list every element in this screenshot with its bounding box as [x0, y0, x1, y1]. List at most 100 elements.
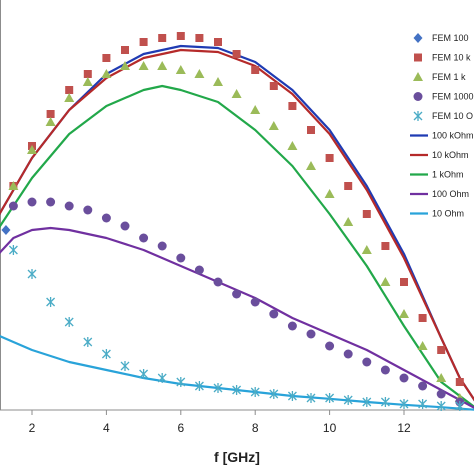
data-point-s3-16: [287, 321, 297, 331]
data-point-s3-7: [120, 221, 130, 231]
data-point-s4-8: [139, 369, 149, 379]
data-point-s3-18: [325, 341, 335, 351]
legend-marker-2: [413, 72, 423, 81]
data-point-s2-15: [268, 121, 279, 130]
legend-label-9: 10 Ohm: [432, 209, 464, 219]
data-point-s4-7: [120, 361, 130, 371]
data-point-s2-1: [8, 181, 19, 190]
data-point-s4-15: [269, 389, 279, 399]
data-point-s4-1: [8, 245, 18, 255]
data-point-s3-22: [399, 373, 409, 383]
series-line-7: [0, 84, 474, 409]
data-point-s3-6: [101, 213, 111, 223]
legend-label-5: 100 kOhm: [432, 131, 474, 141]
data-point-s3-4: [64, 201, 74, 211]
data-point-s3-1: [8, 201, 18, 211]
data-point-s4-23: [418, 399, 428, 409]
data-point-s4-14: [250, 387, 260, 397]
data-point-s4-11: [194, 381, 204, 391]
data-point-s1-6: [102, 54, 111, 62]
data-point-s2-23: [417, 341, 428, 350]
data-point-s3-23: [418, 381, 428, 391]
data-point-s2-3: [45, 117, 56, 126]
data-point-s2-13: [231, 89, 242, 98]
data-point-s1-7: [121, 46, 129, 54]
legend-label-0: FEM 100: [432, 33, 469, 43]
x-tick-label: 4: [103, 421, 110, 435]
data-point-s3-14: [250, 297, 260, 307]
data-point-s2-20: [361, 245, 372, 254]
plot-area: 2 4 6 8 10 12: [0, 0, 474, 435]
data-point-s4-10: [176, 377, 186, 387]
data-point-s4-22: [399, 399, 409, 409]
legend-marker-3: [413, 92, 423, 101]
data-point-s4-19: [343, 395, 353, 405]
data-point-s4-21: [380, 397, 390, 407]
legend-marker-4: [413, 111, 423, 121]
data-point-s4-5: [83, 337, 93, 347]
data-point-s3-20: [362, 357, 372, 367]
data-point-s1-19: [344, 182, 353, 190]
series-markers: [1, 32, 474, 412]
x-tick-label: 10: [323, 421, 337, 435]
data-point-s4-2: [27, 269, 37, 279]
data-point-s1-10: [176, 32, 185, 40]
data-point-s0-1: [1, 225, 11, 235]
legend-marker-0: [413, 33, 423, 43]
data-point-s1-21: [381, 242, 390, 250]
data-point-s4-18: [325, 393, 335, 403]
legend-label-8: 100 Ohm: [432, 189, 469, 199]
data-point-s4-12: [213, 383, 223, 393]
data-point-s4-25: [455, 401, 465, 411]
data-point-s2-16: [287, 141, 298, 150]
data-point-s3-12: [213, 277, 223, 287]
data-point-s2-7: [120, 61, 130, 70]
data-point-s2-8: [138, 61, 149, 70]
data-point-s1-22: [400, 278, 408, 286]
data-point-s1-4: [65, 86, 74, 94]
data-point-s2-18: [324, 189, 335, 198]
data-point-s1-24: [437, 346, 446, 354]
data-point-s1-23: [418, 314, 427, 322]
legend-label-2: FEM 1 k: [432, 72, 466, 82]
data-point-s2-21: [380, 277, 391, 286]
data-point-s2-5: [82, 77, 93, 86]
data-point-s4-17: [306, 393, 316, 403]
legend-label-7: 1 kOhm: [432, 170, 464, 180]
data-point-s4-20: [362, 397, 372, 407]
data-point-s3-5: [83, 205, 93, 215]
data-point-s1-17: [307, 126, 315, 134]
data-point-s2-9: [157, 61, 168, 70]
data-point-s3-10: [176, 253, 186, 263]
data-point-s1-12: [214, 38, 222, 46]
data-point-s1-25: [455, 378, 464, 386]
data-point-s1-14: [251, 66, 260, 74]
legend: FEM 100 FEM 10 k FEM 1 k FEM 1000 FEM 10 O 10…: [410, 33, 474, 219]
x-tick-label: 8: [252, 421, 259, 435]
data-point-s2-14: [250, 105, 261, 114]
data-point-s1-11: [195, 34, 204, 42]
data-point-s2-2: [27, 145, 37, 154]
legend-label-6: 10 kOhm: [432, 150, 469, 160]
data-point-s3-9: [157, 241, 167, 251]
data-point-s2-17: [306, 161, 316, 170]
data-point-s4-6: [101, 349, 111, 359]
data-point-s3-2: [27, 197, 37, 207]
data-point-s3-19: [343, 349, 353, 359]
data-point-s3-8: [139, 233, 149, 243]
data-point-s4-3: [46, 297, 56, 307]
data-point-s1-5: [83, 70, 92, 78]
data-point-s4-4: [64, 317, 74, 327]
legend-label-3: FEM 1000: [432, 92, 474, 102]
legend-label-1: FEM 10 k: [432, 53, 471, 63]
data-point-s4-13: [232, 385, 242, 395]
legend-marker-1: [414, 53, 422, 62]
data-point-s1-18: [325, 154, 334, 162]
data-point-s2-24: [436, 373, 447, 382]
data-point-s3-21: [380, 365, 390, 375]
data-point-s3-13: [232, 289, 242, 299]
data-point-s2-19: [343, 217, 354, 226]
x-tick-label: 12: [397, 421, 411, 435]
data-point-s4-16: [287, 391, 297, 401]
